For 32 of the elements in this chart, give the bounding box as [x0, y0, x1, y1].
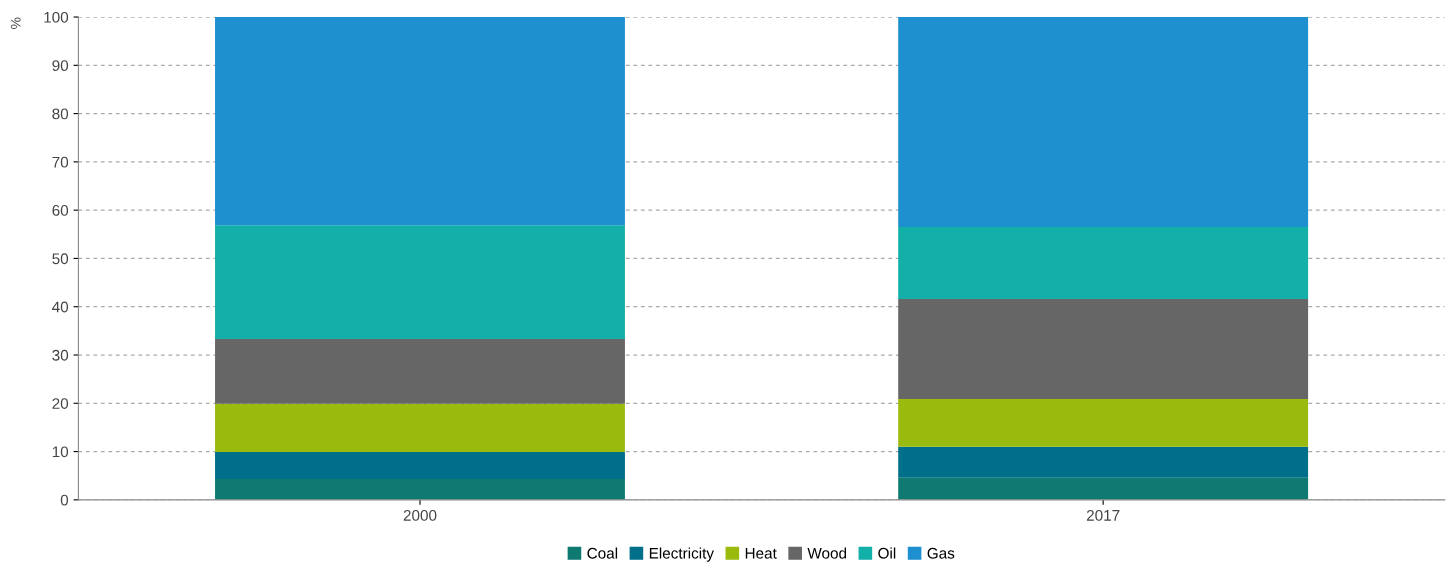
y-tick-label: 80 — [52, 108, 69, 120]
y-tick-label: 20 — [52, 398, 69, 409]
legend-label: Heat — [745, 548, 777, 559]
y-tick-label: 10 — [52, 446, 69, 458]
bar — [215, 225, 625, 340]
y-tick-label: 90 — [52, 60, 69, 72]
legend-label: Coal — [587, 547, 618, 559]
bar — [215, 403, 625, 453]
legend-label: Electricity — [649, 547, 714, 562]
legend-label: Oil — [878, 547, 896, 559]
y-tick-label: 0 — [60, 494, 69, 506]
y-tick-label: 30 — [52, 349, 69, 361]
bar — [898, 227, 1309, 299]
y-tick-label: 50 — [52, 253, 69, 265]
y-tick-label: 60 — [52, 205, 69, 216]
y-tick-label: 100 — [44, 11, 69, 23]
y-tick-label: 40 — [52, 301, 69, 313]
bar — [898, 398, 1309, 447]
bar — [215, 339, 625, 404]
legend-label: Wood — [807, 547, 847, 559]
x-tick-label: 2000 — [403, 509, 437, 521]
legend-label: Gas — [927, 547, 955, 559]
y-tick-label: 70 — [52, 156, 69, 168]
bar — [215, 17, 625, 226]
y-axis-title: % — [10, 17, 21, 29]
bar — [215, 452, 625, 480]
bar — [898, 477, 1309, 500]
bar — [898, 446, 1309, 478]
bar — [215, 479, 625, 500]
bar — [898, 17, 1309, 228]
x-tick-label: 2017 — [1086, 509, 1120, 521]
bar — [898, 299, 1309, 399]
